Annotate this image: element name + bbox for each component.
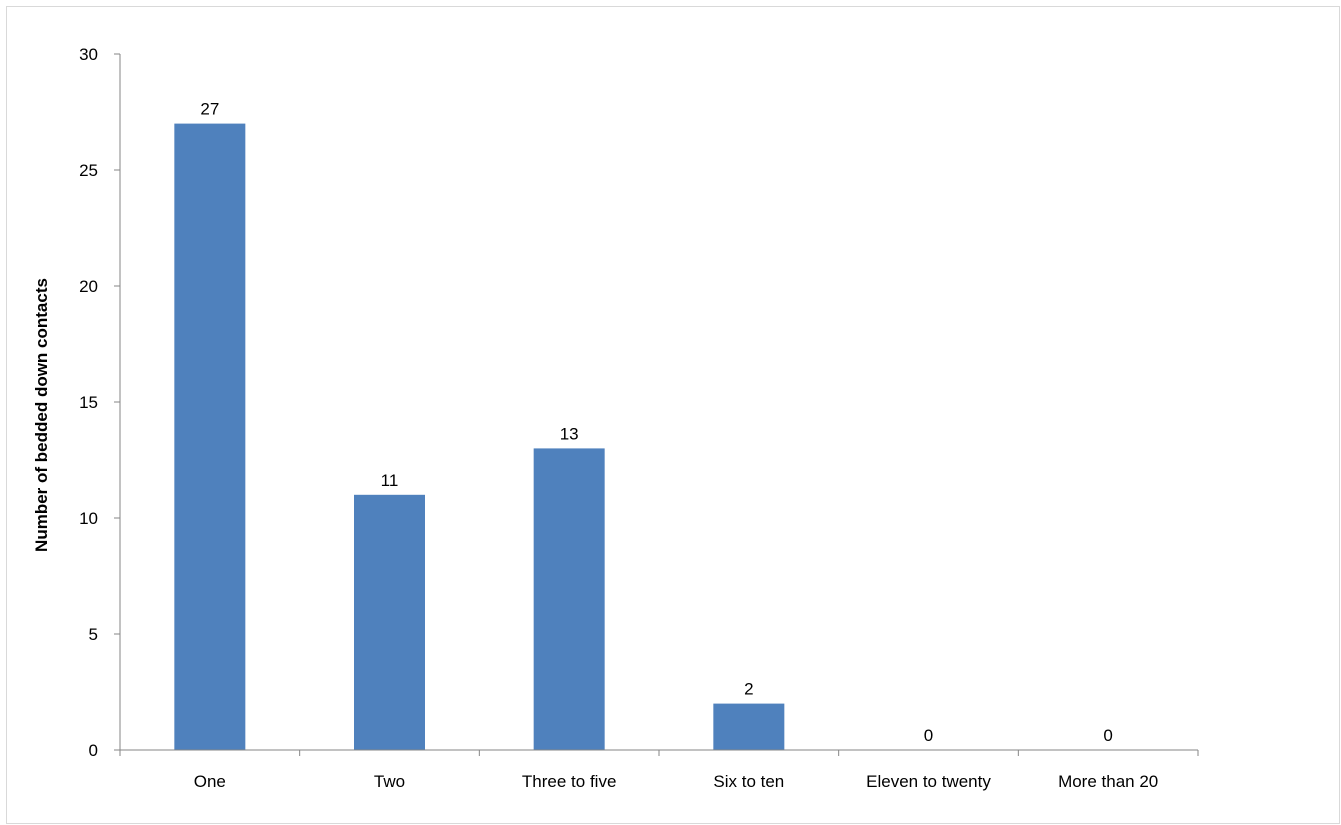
bar [174,123,246,751]
data-label: 27 [200,100,219,119]
x-tick-label: Eleven to twenty [866,772,991,791]
y-tick-label: 25 [79,161,98,180]
y-tick-label: 10 [79,509,98,528]
bar [354,494,425,750]
y-axis-ticks: 0 5 10 15 20 25 30 [79,45,120,760]
x-tick-label: Six to ten [713,772,784,791]
x-tick-label: Three to five [522,772,617,791]
y-tick-label: 15 [79,393,98,412]
y-tick-label: 0 [89,741,98,760]
data-labels: 27 11 13 2 0 0 [200,100,1113,745]
data-label: 0 [1103,726,1112,745]
bars [174,123,785,751]
data-label: 2 [744,680,753,699]
chart-frame: 0 5 10 15 20 25 30 27 11 13 2 0 0 One Two Three to fi… [6,6,1340,824]
data-label: 0 [924,726,933,745]
x-tick-label: One [194,772,226,791]
x-tick-label: More than 20 [1058,772,1158,791]
y-axis-label: Number of bedded down contacts [32,278,51,552]
bar [533,448,605,750]
data-label: 13 [560,424,579,443]
y-tick-label: 5 [89,625,98,644]
y-tick-label: 30 [79,45,98,64]
x-tick-label: Two [374,772,405,791]
y-tick-label: 20 [79,277,98,296]
data-label: 11 [381,471,399,490]
x-axis-ticks: One Two Three to five Six to ten Eleven to t… [119,750,1199,791]
bar [713,703,785,750]
